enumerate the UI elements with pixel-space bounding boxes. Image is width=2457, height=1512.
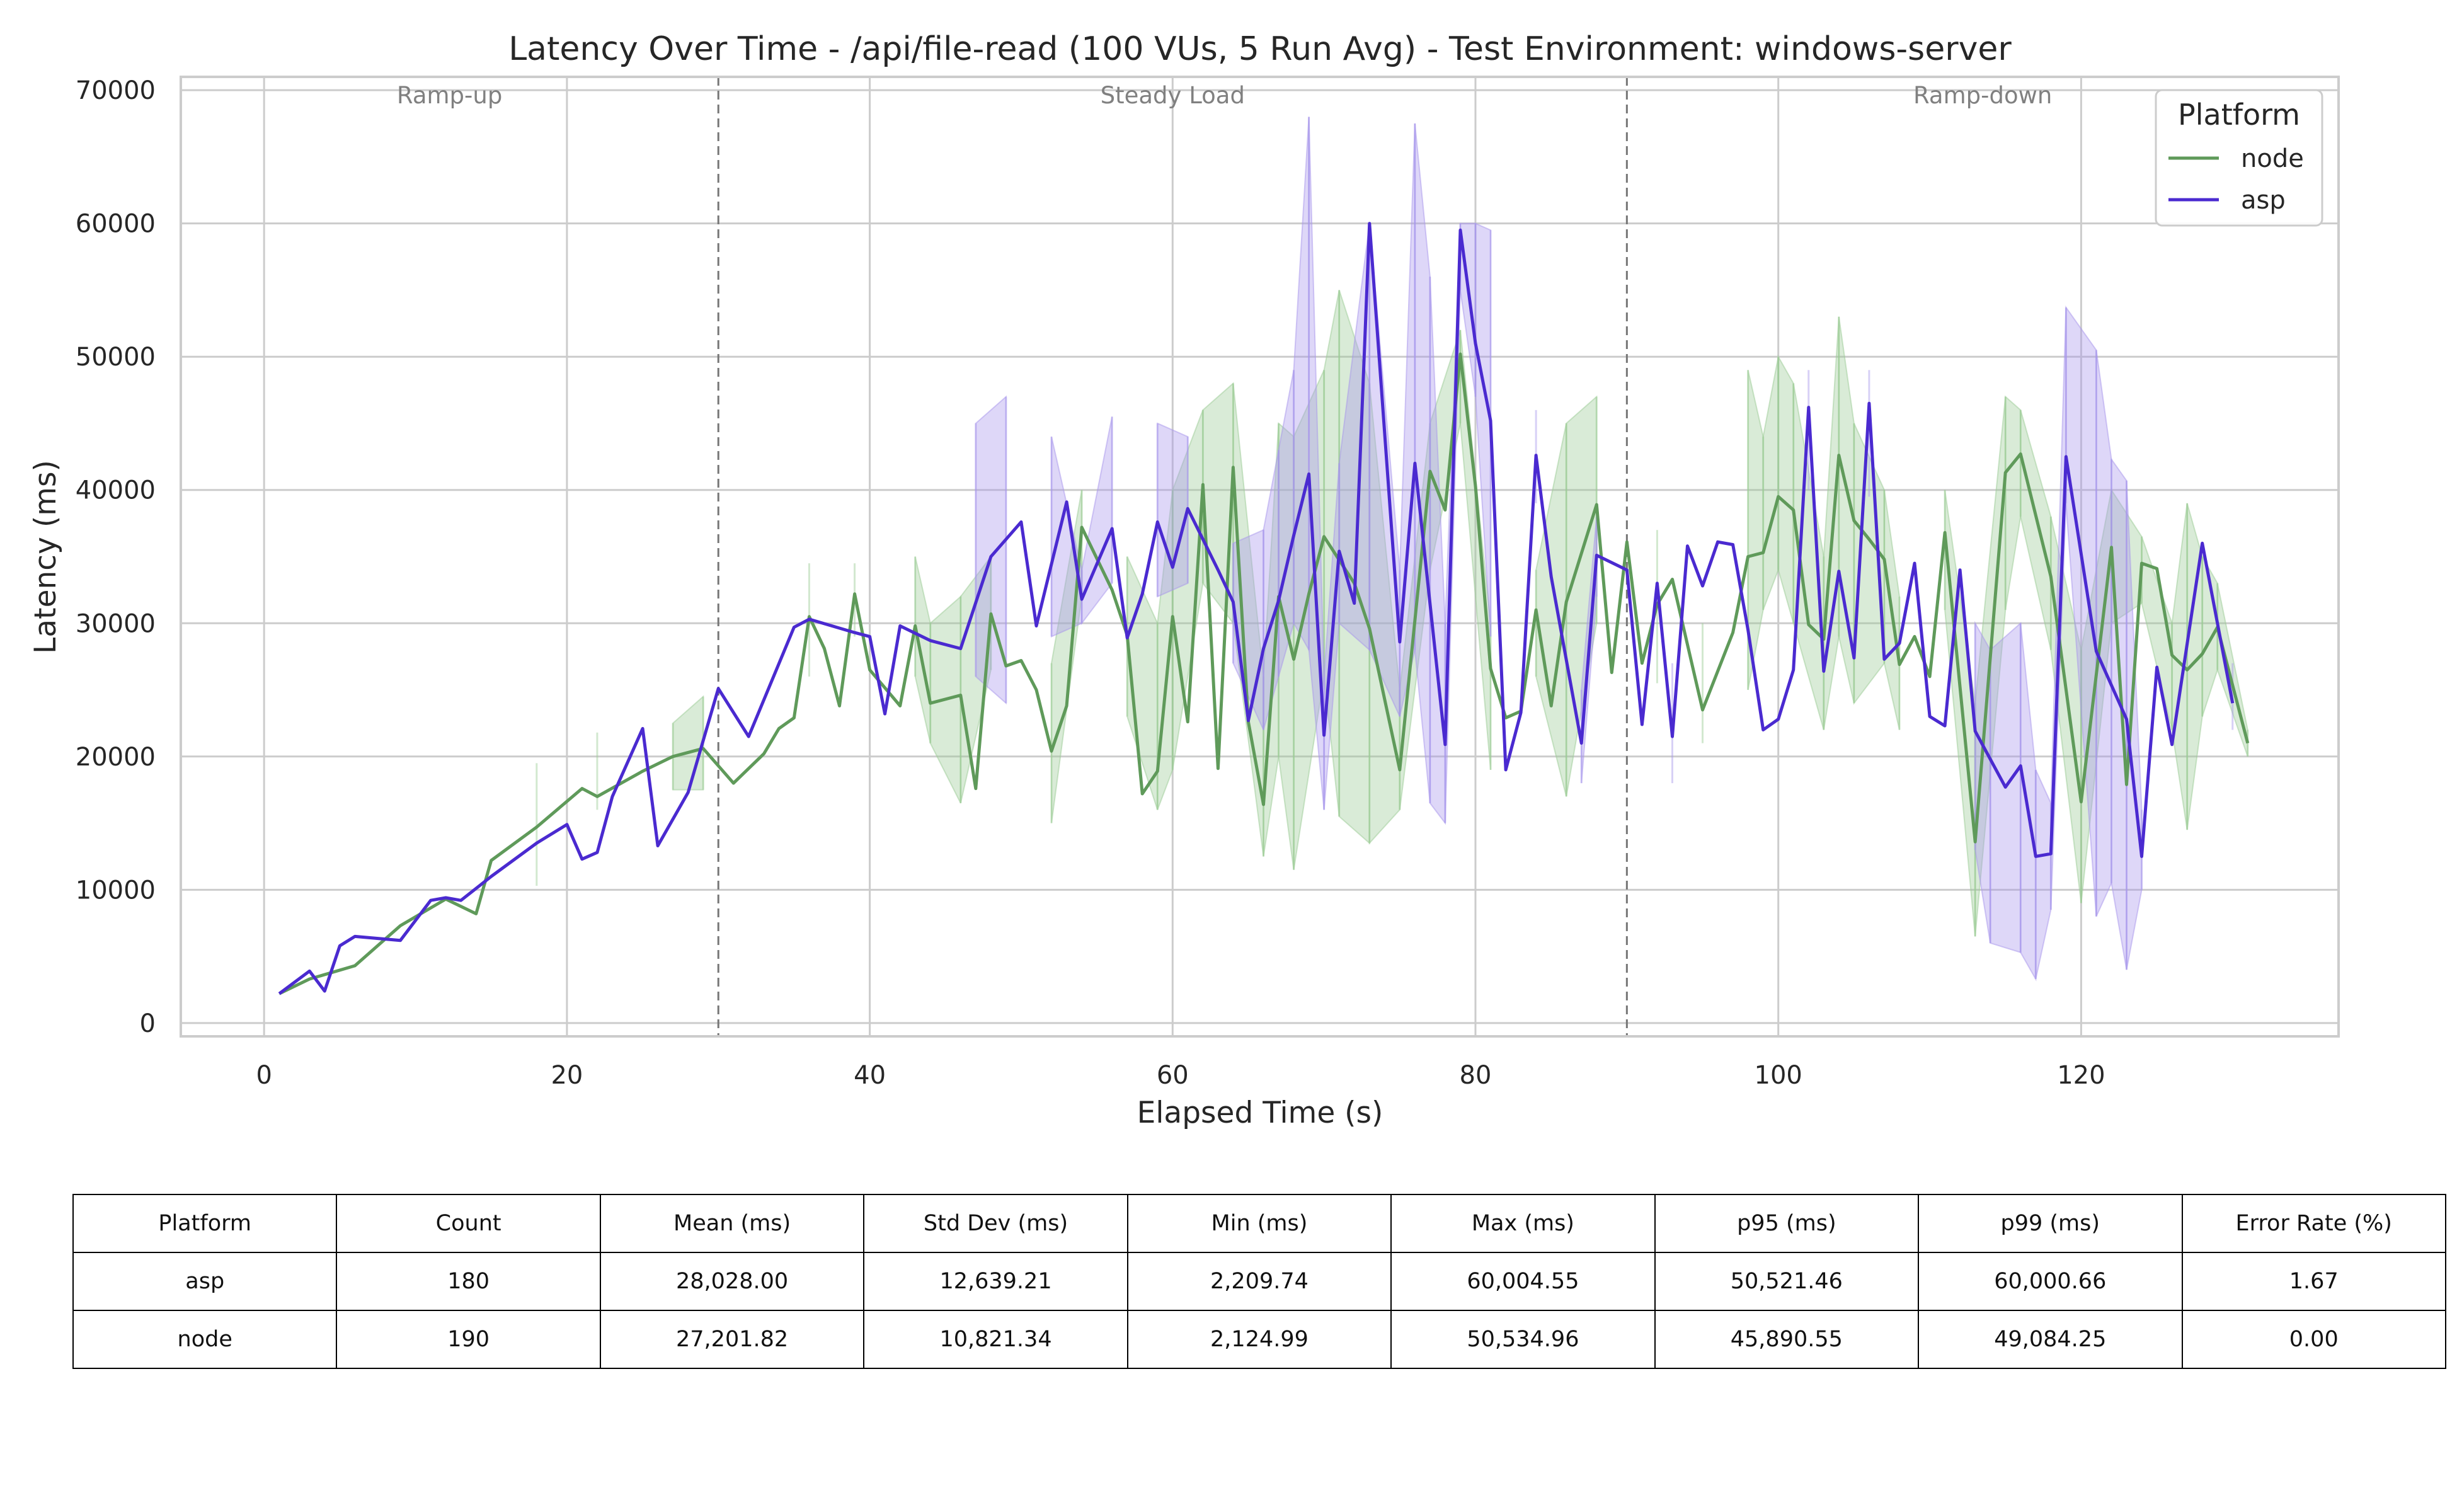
- table-header-cell: Count: [336, 1194, 601, 1253]
- node-confidence-band: [2020, 410, 2052, 650]
- table-cell: 50,534.96: [1390, 1310, 1656, 1369]
- asp-confidence-band: [2126, 480, 2143, 970]
- y-tick-label: 10000: [76, 876, 156, 905]
- table-cell: 45,890.55: [1654, 1310, 1920, 1369]
- table-cell: 60,004.55: [1390, 1252, 1656, 1311]
- table-cell: 60,000.66: [1918, 1252, 2183, 1311]
- phase-label: Ramp-up: [397, 82, 502, 109]
- node-confidence-band: [1459, 329, 1492, 770]
- table-header-cell: Platform: [72, 1194, 338, 1253]
- table-header-cell: Max (ms): [1390, 1194, 1656, 1253]
- node-confidence-band: [672, 695, 704, 791]
- table-cell: 10,821.34: [863, 1310, 1128, 1369]
- y-tick-label: 70000: [76, 76, 156, 105]
- summary-stats-table: Platform Count Mean (ms) Std Dev (ms) Mi…: [72, 1194, 2446, 1369]
- asp-confidence-band: [1429, 277, 1446, 825]
- table-header-cell: Error Rate (%): [2181, 1194, 2446, 1253]
- legend: Platform node asp: [2155, 89, 2323, 227]
- node-confidence-band: [1944, 490, 1976, 937]
- legend-label-node: node: [2241, 144, 2304, 173]
- x-tick-label: 20: [551, 1061, 583, 1090]
- table-header-cell: Min (ms): [1126, 1194, 1392, 1253]
- table-cell: 49,084.25: [1918, 1310, 2183, 1369]
- x-tick-label: 0: [256, 1061, 272, 1090]
- table-cell: 1.67: [2181, 1252, 2446, 1311]
- table-header-cell: p95 (ms): [1654, 1194, 1920, 1253]
- legend-title: Platform: [2178, 98, 2300, 132]
- table-cell: asp: [72, 1252, 338, 1311]
- table-header-row: Platform Count Mean (ms) Std Dev (ms) Mi…: [72, 1194, 2446, 1253]
- asp-confidence-band: [1293, 117, 1310, 653]
- chart-title: Latency Over Time - /api/file-read (100 …: [508, 30, 2012, 68]
- x-tick-label: 40: [854, 1061, 886, 1090]
- phase-label: Steady Load: [1101, 82, 1245, 109]
- legend-label-asp: asp: [2241, 186, 2286, 215]
- node-confidence-band: [1762, 357, 1779, 610]
- latency-chart: Latency Over Time - /api/file-read (100 …: [28, 30, 2340, 1130]
- table-cell: 190: [336, 1310, 601, 1369]
- phase-label: Ramp-down: [1913, 82, 2052, 109]
- table-cell: 50,521.46: [1654, 1252, 1920, 1311]
- table-header-cell: Std Dev (ms): [863, 1194, 1128, 1253]
- axis-ticks: 0 20 40 60 80 100 120 0 10000 20000 30000 40000 5000…: [76, 76, 2105, 1090]
- table-row: node 190 27,201.82 10,821.34 2,124.99 50…: [72, 1310, 2446, 1369]
- y-tick-label: 20000: [76, 743, 156, 772]
- y-tick-label: 50000: [76, 343, 156, 372]
- phase-markers: Ramp-up Steady Load Ramp-down: [397, 77, 2052, 1036]
- y-tick-label: 40000: [76, 476, 156, 505]
- table-header-cell: Mean (ms): [599, 1194, 865, 1253]
- table-cell: 0.00: [2181, 1310, 2446, 1369]
- asp-confidence-band: [2020, 623, 2037, 982]
- node-confidence-band: [2005, 395, 2022, 610]
- asp-confidence-band: [2095, 350, 2112, 917]
- x-tick-label: 80: [1460, 1061, 1492, 1090]
- x-tick-label: 100: [1755, 1061, 1802, 1090]
- y-tick-label: 30000: [76, 609, 156, 638]
- y-tick-label: 60000: [76, 210, 156, 239]
- asp-confidence-band: [1157, 422, 1189, 598]
- table-cell: 28,028.00: [599, 1252, 865, 1311]
- table-cell: 12,639.21: [863, 1252, 1128, 1311]
- y-tick-label: 0: [140, 1009, 156, 1038]
- table-cell: 2,209.74: [1126, 1252, 1392, 1311]
- node-confidence-band: [1823, 316, 1840, 730]
- x-axis-label: Elapsed Time (s): [1137, 1096, 1383, 1130]
- node-confidence-band: [1777, 354, 1794, 624]
- table-cell: node: [72, 1310, 338, 1369]
- asp-series-line: [278, 222, 2235, 995]
- asp-confidence-band: [1414, 123, 1431, 803]
- series-lines: [278, 222, 2250, 995]
- table-cell: 27,201.82: [599, 1310, 865, 1369]
- y-axis-label: Latency (ms): [28, 460, 63, 654]
- x-tick-label: 60: [1157, 1061, 1189, 1090]
- table-cell: 2,124.99: [1126, 1310, 1392, 1369]
- table-row: asp 180 28,028.00 12,639.21 2,209.74 60,…: [72, 1252, 2446, 1311]
- asp-confidence-band: [2035, 769, 2052, 980]
- asp-confidence-band: [975, 395, 1007, 705]
- node-confidence-band: [914, 556, 931, 743]
- legend-box: [2155, 89, 2323, 227]
- x-tick-label: 120: [2057, 1061, 2105, 1090]
- plot-frame: [180, 76, 2340, 1038]
- table-header-cell: p99 (ms): [1918, 1194, 2183, 1253]
- table-cell: 180: [336, 1252, 601, 1311]
